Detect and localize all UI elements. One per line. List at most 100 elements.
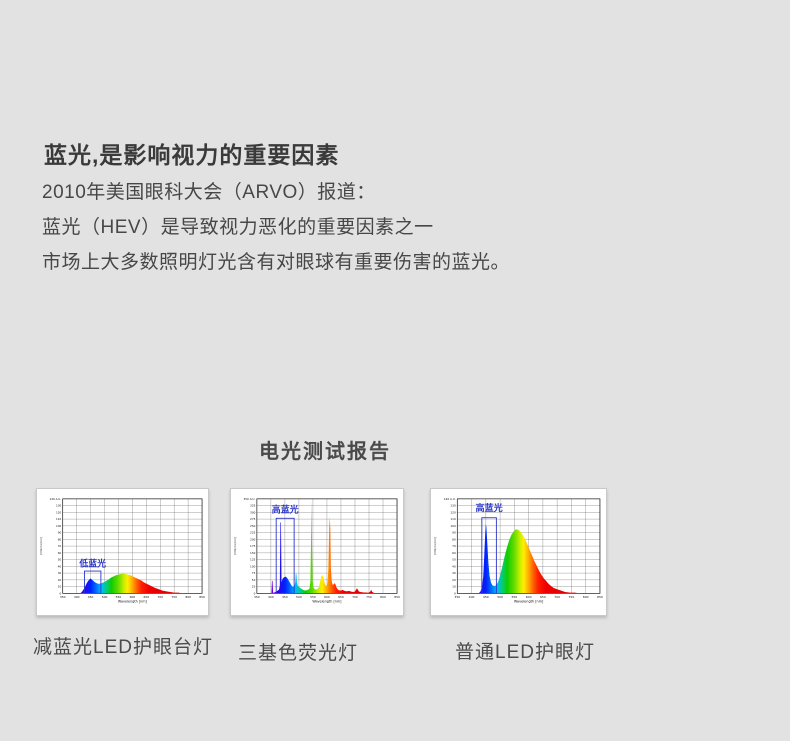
x-tick-label: 400 bbox=[74, 595, 80, 599]
x-tick-label: 500 bbox=[102, 595, 108, 599]
y-tick-label: 50 bbox=[58, 558, 62, 562]
spectrum-chart-svg: 0 25 50 75 100 125 150 175 200 225 250 275 300 325 350… bbox=[233, 497, 400, 604]
x-tick-label: 750 bbox=[171, 595, 177, 599]
x-tick-label: 450 bbox=[88, 595, 94, 599]
y-tick-label: 70 bbox=[58, 544, 62, 548]
blue-light-annotation-box bbox=[83, 570, 102, 594]
spectrum-chart-low-blue-led-lamp: 0 10 20 30 40 50 60 70 80 90 100 110 120 130 140 A.U. 3… bbox=[36, 488, 209, 616]
y-tick-label: 50 bbox=[252, 578, 256, 582]
chart-caption-low-blue-led-lamp: 减蓝光LED护眼台灯 bbox=[33, 637, 213, 658]
plot-border bbox=[256, 498, 398, 594]
y-tick-label: 60 bbox=[452, 551, 456, 555]
y-tick-label: 80 bbox=[58, 537, 62, 541]
y-tick-label: 50 bbox=[452, 558, 456, 562]
x-axis-title: Wavelength [nm] bbox=[312, 600, 342, 604]
y-tick-label: 120 bbox=[56, 510, 62, 514]
x-tick-label: 550 bbox=[310, 595, 316, 599]
x-tick-label: 700 bbox=[157, 595, 163, 599]
x-tick-label: 600 bbox=[526, 595, 532, 599]
spectral-distribution-area bbox=[478, 523, 580, 594]
x-tick-label: 650 bbox=[144, 595, 150, 599]
x-axis-title: Wavelength [nm] bbox=[514, 600, 544, 604]
plot-border bbox=[456, 498, 601, 594]
x-tick-label: 500 bbox=[497, 595, 503, 599]
x-tick-label: 800 bbox=[380, 595, 386, 599]
y-tick-label: 30 bbox=[452, 571, 456, 575]
y-tick-label: 60 bbox=[58, 551, 62, 555]
spectrum-chart-triphosphor-fluorescent-lamp: 0 25 50 75 100 125 150 175 200 225 250 275 300 325 350… bbox=[230, 488, 404, 616]
y-tick-label: 100 bbox=[450, 524, 456, 528]
x-tick-label: 350 bbox=[454, 595, 460, 599]
y-tick-label: 10 bbox=[58, 585, 62, 589]
x-tick-label: 600 bbox=[130, 595, 136, 599]
spectral-distribution-area bbox=[270, 500, 377, 594]
x-tick-label: 750 bbox=[569, 595, 575, 599]
y-tick-label: 200 bbox=[250, 537, 256, 541]
y-tick-label: 100 bbox=[56, 524, 62, 528]
y-axis-title: [mW/m2/nm] bbox=[233, 537, 237, 555]
y-tick-label: 20 bbox=[452, 578, 456, 582]
x-tick-label: 450 bbox=[483, 595, 489, 599]
y-tick-label: 0 bbox=[454, 591, 456, 595]
y-axis-corner-label: 140 A.U. bbox=[49, 497, 61, 501]
x-tick-label: 350 bbox=[60, 595, 66, 599]
y-tick-label: 150 bbox=[250, 551, 256, 555]
section-heading-test-report: 电光测试报告 bbox=[259, 441, 391, 463]
y-tick-label: 100 bbox=[250, 564, 256, 568]
y-tick-label: 75 bbox=[252, 571, 256, 575]
y-tick-label: 130 bbox=[56, 504, 62, 508]
x-tick-label: 850 bbox=[394, 595, 400, 599]
chart-caption-ordinary-led-lamp: 普通LED护眼灯 bbox=[455, 642, 595, 663]
intro-paragraph: 2010年美国眼科大会（ARVO）报道： 蓝光（HEV）是导致视力恶化的重要因素… bbox=[42, 175, 510, 280]
y-tick-label: 110 bbox=[56, 517, 62, 521]
y-axis-corner-label: 140 A.U. bbox=[444, 497, 456, 501]
blue-light-annotation-box bbox=[275, 517, 295, 594]
spectrum-chart-svg: 0 10 20 30 40 50 60 70 80 90 100 110 120 130 140 A.U. 3… bbox=[433, 497, 603, 604]
y-tick-label: 40 bbox=[58, 564, 62, 568]
x-tick-label: 700 bbox=[554, 595, 560, 599]
x-tick-label: 700 bbox=[352, 595, 358, 599]
y-tick-label: 90 bbox=[58, 531, 62, 535]
y-axis-title: [mW/m2/nm] bbox=[39, 537, 43, 555]
y-tick-label: 70 bbox=[452, 544, 456, 548]
y-axis-title: [mW/m2/nm] bbox=[433, 537, 437, 555]
y-tick-label: 25 bbox=[252, 585, 256, 589]
y-tick-label: 90 bbox=[452, 531, 456, 535]
x-tick-label: 800 bbox=[583, 595, 589, 599]
y-tick-label: 0 bbox=[254, 591, 256, 595]
blue-light-annotation-box bbox=[481, 517, 497, 594]
y-tick-label: 80 bbox=[452, 537, 456, 541]
blue-light-annotation-label: 高蓝光 bbox=[475, 502, 502, 514]
y-tick-label: 20 bbox=[58, 578, 62, 582]
y-tick-label: 130 bbox=[450, 504, 456, 508]
x-tick-label: 650 bbox=[540, 595, 546, 599]
x-tick-label: 350 bbox=[254, 595, 260, 599]
intro-line-1: 2010年美国眼科大会（ARVO）报道： bbox=[42, 182, 376, 203]
blue-light-annotation-label: 高蓝光 bbox=[272, 503, 299, 515]
y-tick-label: 325 bbox=[250, 504, 256, 508]
y-tick-label: 0 bbox=[59, 591, 61, 595]
y-tick-label: 40 bbox=[452, 564, 456, 568]
y-axis-corner-label: 350 A.U. bbox=[244, 497, 256, 501]
y-tick-label: 175 bbox=[250, 544, 256, 548]
page-title: 蓝光,是影响视力的重要因素 bbox=[44, 142, 340, 168]
x-tick-label: 400 bbox=[469, 595, 475, 599]
y-tick-label: 120 bbox=[450, 510, 456, 514]
y-tick-label: 10 bbox=[452, 585, 456, 589]
chart-caption-triphosphor-fluorescent-lamp: 三基色荧光灯 bbox=[238, 643, 359, 664]
intro-line-3: 市场上大多数照明灯光含有对眼球有重要伤害的蓝光。 bbox=[42, 252, 511, 273]
x-tick-label: 850 bbox=[597, 595, 603, 599]
x-tick-label: 500 bbox=[296, 595, 302, 599]
x-axis-title: Wavelength [nm] bbox=[118, 600, 148, 604]
spectrum-chart-ordinary-led-lamp: 0 10 20 30 40 50 60 70 80 90 100 110 120 130 140 A.U. 3… bbox=[430, 488, 607, 616]
x-tick-label: 450 bbox=[282, 595, 288, 599]
x-tick-label: 650 bbox=[338, 595, 344, 599]
y-tick-label: 225 bbox=[250, 531, 256, 535]
spectral-distribution-area bbox=[80, 573, 183, 594]
y-tick-label: 110 bbox=[450, 517, 456, 521]
y-tick-label: 125 bbox=[250, 558, 256, 562]
plot-border bbox=[62, 498, 203, 594]
y-tick-label: 300 bbox=[250, 510, 256, 514]
x-tick-label: 550 bbox=[511, 595, 517, 599]
